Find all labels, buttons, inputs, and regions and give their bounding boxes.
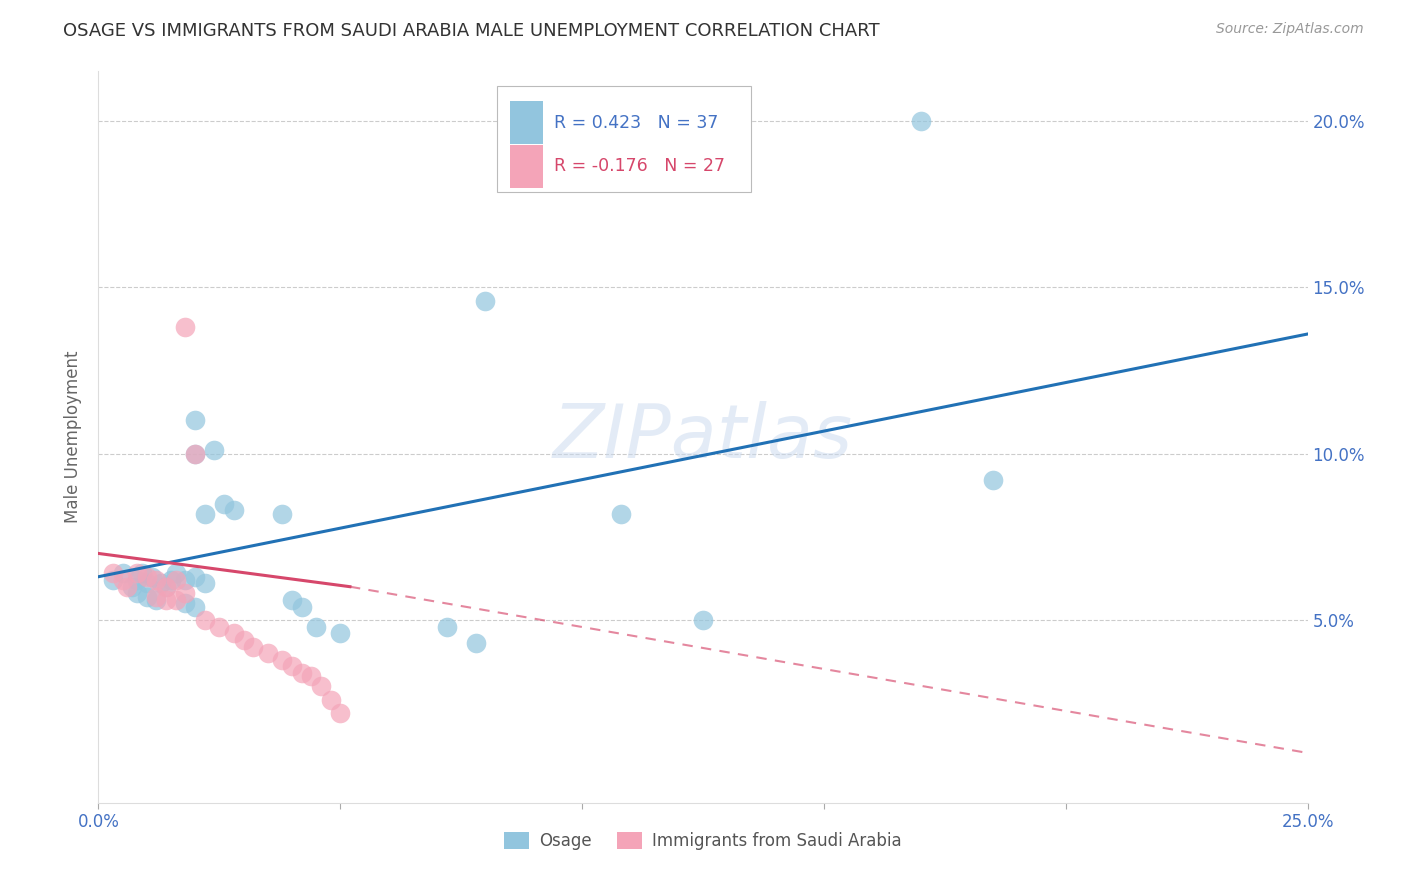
Point	[329, 626, 352, 640]
Point	[222, 626, 245, 640]
Point	[474, 293, 496, 308]
Text: ZIPatlas: ZIPatlas	[553, 401, 853, 473]
Text: Source: ZipAtlas.com: Source: ZipAtlas.com	[1216, 22, 1364, 37]
Point	[155, 593, 177, 607]
Point	[184, 447, 207, 461]
Point	[910, 114, 932, 128]
Point	[290, 599, 312, 614]
Point	[127, 566, 149, 581]
Point	[174, 320, 197, 334]
Point	[135, 570, 157, 584]
Point	[692, 613, 714, 627]
Point	[165, 566, 187, 581]
Point	[117, 580, 139, 594]
Point	[127, 573, 149, 587]
Point	[150, 576, 173, 591]
Point	[174, 586, 197, 600]
Point	[194, 613, 217, 627]
FancyBboxPatch shape	[509, 102, 543, 144]
Point	[155, 580, 177, 594]
Point	[145, 590, 167, 604]
Point	[141, 570, 163, 584]
Point	[208, 619, 231, 633]
Point	[271, 653, 294, 667]
Point	[145, 593, 167, 607]
Point	[305, 619, 328, 633]
Point	[194, 507, 217, 521]
Point	[184, 447, 207, 461]
Point	[111, 566, 134, 581]
Point	[184, 413, 207, 427]
Text: OSAGE VS IMMIGRANTS FROM SAUDI ARABIA MALE UNEMPLOYMENT CORRELATION CHART: OSAGE VS IMMIGRANTS FROM SAUDI ARABIA MA…	[63, 22, 880, 40]
Point	[184, 570, 207, 584]
Point	[256, 646, 278, 660]
Point	[131, 566, 153, 581]
Point	[155, 580, 177, 594]
Point	[290, 666, 312, 681]
FancyBboxPatch shape	[498, 86, 751, 192]
Point	[165, 593, 187, 607]
Point	[464, 636, 486, 650]
Point	[145, 573, 167, 587]
Point	[309, 680, 332, 694]
Point	[329, 706, 352, 720]
Point	[174, 573, 197, 587]
Point	[121, 580, 143, 594]
Point	[111, 573, 134, 587]
Point	[271, 507, 294, 521]
Point	[135, 576, 157, 591]
Point	[319, 692, 342, 706]
Point	[184, 599, 207, 614]
Point	[222, 503, 245, 517]
Point	[101, 573, 124, 587]
Point	[160, 573, 183, 587]
Point	[165, 573, 187, 587]
Legend: Osage, Immigrants from Saudi Arabia: Osage, Immigrants from Saudi Arabia	[498, 825, 908, 856]
Point	[436, 619, 458, 633]
Point	[281, 593, 304, 607]
Point	[232, 632, 254, 647]
FancyBboxPatch shape	[509, 145, 543, 187]
Y-axis label: Male Unemployment: Male Unemployment	[65, 351, 83, 524]
Point	[135, 590, 157, 604]
Point	[610, 507, 633, 521]
Point	[212, 497, 235, 511]
Point	[204, 443, 226, 458]
Point	[281, 659, 304, 673]
Point	[299, 669, 322, 683]
Point	[101, 566, 124, 581]
Point	[127, 586, 149, 600]
Point	[242, 640, 264, 654]
Point	[981, 473, 1004, 487]
Point	[174, 596, 197, 610]
Point	[194, 576, 217, 591]
Text: R = 0.423   N = 37: R = 0.423 N = 37	[554, 113, 718, 131]
Text: R = -0.176   N = 27: R = -0.176 N = 27	[554, 158, 725, 176]
